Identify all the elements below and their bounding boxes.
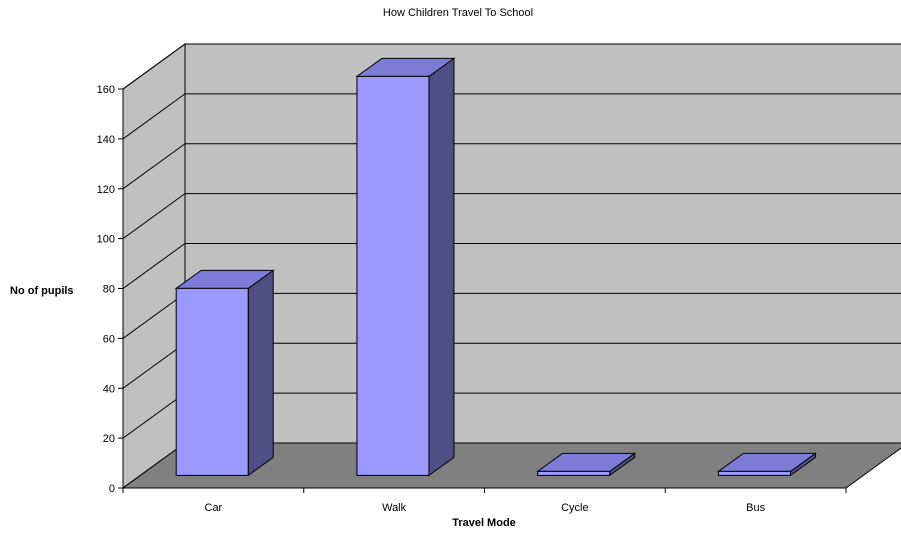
bar-front bbox=[356, 75, 430, 476]
y-tick-label: 60 bbox=[103, 333, 115, 345]
side-gridline bbox=[122, 43, 186, 90]
x-tick-label: Walk bbox=[382, 502, 407, 514]
bar-front bbox=[537, 470, 611, 476]
side-gridline bbox=[122, 93, 186, 140]
y-axis-label: No of pupils bbox=[10, 285, 74, 297]
bar-front bbox=[175, 287, 249, 476]
y-tick-label: 160 bbox=[97, 84, 115, 96]
y-tick-label: 100 bbox=[97, 234, 115, 246]
side-gridline bbox=[122, 392, 186, 439]
bar-side bbox=[428, 57, 455, 477]
bar bbox=[536, 452, 637, 477]
side-gridline bbox=[122, 243, 186, 289]
side-gridline bbox=[122, 342, 186, 389]
side-gridline bbox=[122, 292, 186, 339]
y-tick-label: 20 bbox=[103, 433, 115, 445]
y-tick-label: 120 bbox=[97, 184, 115, 196]
chart-title: How Children Travel To School bbox=[383, 7, 533, 19]
side-gridline bbox=[122, 193, 186, 240]
y-tick-label: 40 bbox=[103, 383, 115, 395]
bar bbox=[355, 57, 456, 477]
x-tick-label: Car bbox=[205, 502, 223, 514]
x-tick-label: Cycle bbox=[561, 502, 589, 514]
y-tick-label: 80 bbox=[103, 284, 115, 296]
bar-front bbox=[717, 470, 791, 476]
x-axis-label: Travel Mode bbox=[452, 517, 516, 529]
bar-side bbox=[247, 269, 274, 477]
x-tick-label: Bus bbox=[746, 502, 765, 514]
y-tick-label: 140 bbox=[97, 134, 115, 146]
bar bbox=[174, 269, 275, 477]
plot-area: 0 20 40 60 80 100 120 140 160 Car Walk Cycle Bus bbox=[97, 43, 901, 514]
y-tick-label: 0 bbox=[109, 483, 115, 495]
side-gridline bbox=[122, 143, 186, 190]
bar bbox=[716, 452, 817, 477]
